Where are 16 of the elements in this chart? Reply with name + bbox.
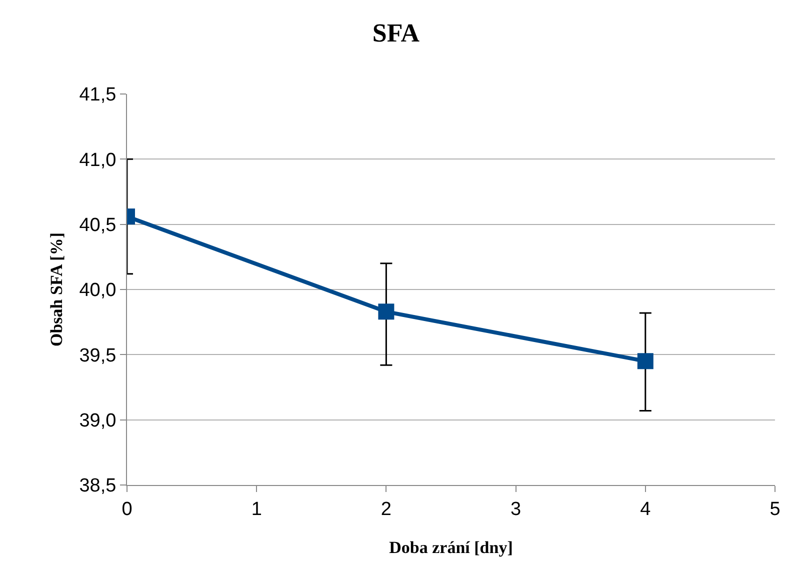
y-tick-label: 39,5 bbox=[79, 345, 116, 366]
y-tick-label: 41,0 bbox=[79, 150, 116, 171]
y-tick-label: 41,5 bbox=[79, 84, 116, 106]
x-tick-label: 4 bbox=[640, 498, 652, 520]
y-axis-title: Obsah SFA [%] bbox=[46, 232, 66, 346]
x-tick-label: 5 bbox=[770, 498, 780, 520]
x-axis-title: Doba zrání [dny] bbox=[389, 538, 513, 558]
x-tick-label: 3 bbox=[510, 498, 522, 520]
x-tick-label: 2 bbox=[380, 498, 392, 520]
x-tick-label: 0 bbox=[122, 498, 132, 520]
y-tick-label: 40,0 bbox=[79, 280, 116, 302]
y-tick-label: 39,0 bbox=[79, 410, 116, 432]
y-tick-label: 38,5 bbox=[79, 476, 116, 497]
x-tick-label: 1 bbox=[251, 498, 262, 520]
chart-title: SFA bbox=[372, 18, 420, 48]
y-tick-label: 40,5 bbox=[79, 214, 116, 236]
